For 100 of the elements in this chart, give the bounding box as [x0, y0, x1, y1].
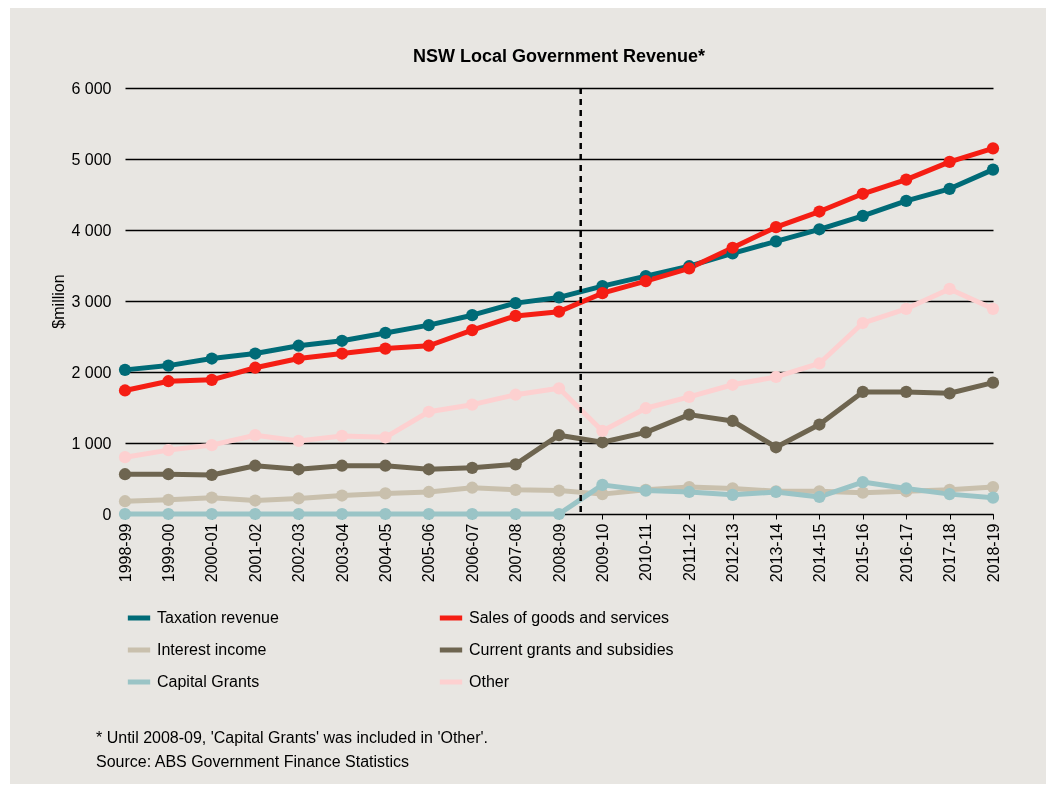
y-tick-label: 2 000 — [71, 363, 112, 381]
legend-label: Other — [469, 673, 510, 690]
point — [986, 142, 1000, 155]
point — [552, 429, 566, 442]
point — [249, 459, 262, 472]
point — [162, 493, 175, 506]
x-tick-label: 2018-19 — [984, 523, 1002, 583]
point — [118, 363, 132, 376]
point — [422, 485, 435, 499]
point — [856, 475, 869, 489]
point — [856, 385, 869, 398]
x-tick-label: 2004-05 — [376, 523, 394, 583]
point — [509, 297, 522, 310]
point — [205, 373, 218, 386]
point — [422, 463, 435, 476]
point — [205, 491, 218, 504]
point — [379, 487, 392, 500]
point — [943, 182, 956, 195]
point — [292, 507, 305, 521]
point — [986, 491, 1000, 504]
point — [422, 339, 435, 352]
point — [813, 357, 826, 370]
legend-label: Taxation revenue — [157, 609, 279, 626]
point — [249, 361, 262, 374]
point — [813, 205, 826, 218]
legend-label: Sales of goods and services — [469, 609, 670, 626]
point — [639, 426, 652, 439]
point — [943, 155, 956, 168]
point — [205, 468, 218, 482]
x-tick-label: 2002-03 — [290, 523, 308, 583]
x-tick-label: 1999-00 — [159, 523, 177, 583]
y-tick-label: 0 — [102, 505, 112, 523]
point — [205, 507, 218, 521]
point — [379, 507, 392, 521]
point — [205, 352, 218, 365]
point — [726, 414, 739, 428]
point — [769, 221, 783, 234]
source-note: Source: ABS Government Finance Statistics — [96, 752, 411, 772]
point — [466, 481, 479, 494]
x-tick-label: 2003-04 — [333, 523, 351, 583]
x-tick-label: 2008-09 — [550, 523, 568, 583]
y-tick-label: 1 000 — [71, 434, 112, 452]
point — [900, 302, 913, 315]
point — [900, 173, 913, 186]
x-tick-label: 2015-16 — [854, 523, 872, 583]
point — [813, 223, 826, 236]
point — [986, 480, 1000, 494]
x-tick-label: 2009-10 — [593, 523, 611, 583]
point — [552, 484, 566, 497]
point — [683, 485, 696, 499]
point — [249, 347, 262, 360]
point — [509, 458, 522, 471]
point — [856, 187, 869, 200]
y-tick-label: 6 000 — [71, 79, 112, 97]
point — [379, 459, 392, 472]
x-tick-label: 2007-08 — [507, 523, 525, 583]
point — [422, 507, 435, 521]
x-tick-label: 2010-11 — [637, 523, 655, 582]
point — [379, 326, 392, 340]
x-tick-label: 2012-13 — [724, 523, 742, 583]
point — [249, 494, 262, 507]
point — [986, 163, 1000, 176]
point — [769, 441, 783, 454]
point — [292, 463, 305, 476]
point — [379, 342, 392, 355]
point — [118, 468, 132, 481]
point — [509, 483, 522, 496]
point — [162, 375, 175, 388]
point — [335, 489, 349, 502]
point — [509, 309, 522, 323]
point — [639, 275, 652, 288]
point — [509, 507, 522, 521]
x-tick-label: 2006-07 — [463, 523, 481, 583]
point — [726, 488, 739, 501]
y-tick-label: 4 000 — [71, 221, 112, 239]
point — [379, 431, 392, 444]
point — [856, 486, 869, 499]
point — [292, 492, 305, 505]
point — [335, 347, 349, 360]
x-tick-label: 2005-06 — [420, 523, 438, 583]
point — [118, 495, 132, 508]
point — [683, 408, 696, 421]
point — [943, 387, 956, 400]
x-tick-label: 2013-14 — [767, 523, 785, 583]
point — [943, 488, 956, 501]
point — [813, 490, 826, 504]
point — [596, 287, 609, 300]
point — [335, 429, 349, 443]
point — [986, 302, 1000, 315]
point — [249, 429, 262, 442]
point — [422, 319, 435, 332]
point — [466, 309, 479, 322]
point — [335, 507, 349, 521]
point — [162, 443, 175, 457]
text: * Until 2008-09, 'Capital Grants' was included in 'Other'. — [96, 728, 488, 748]
point — [552, 507, 566, 521]
point — [162, 359, 175, 372]
y-tick-label: 3 000 — [71, 292, 112, 310]
point — [986, 376, 1000, 389]
point — [900, 194, 913, 207]
